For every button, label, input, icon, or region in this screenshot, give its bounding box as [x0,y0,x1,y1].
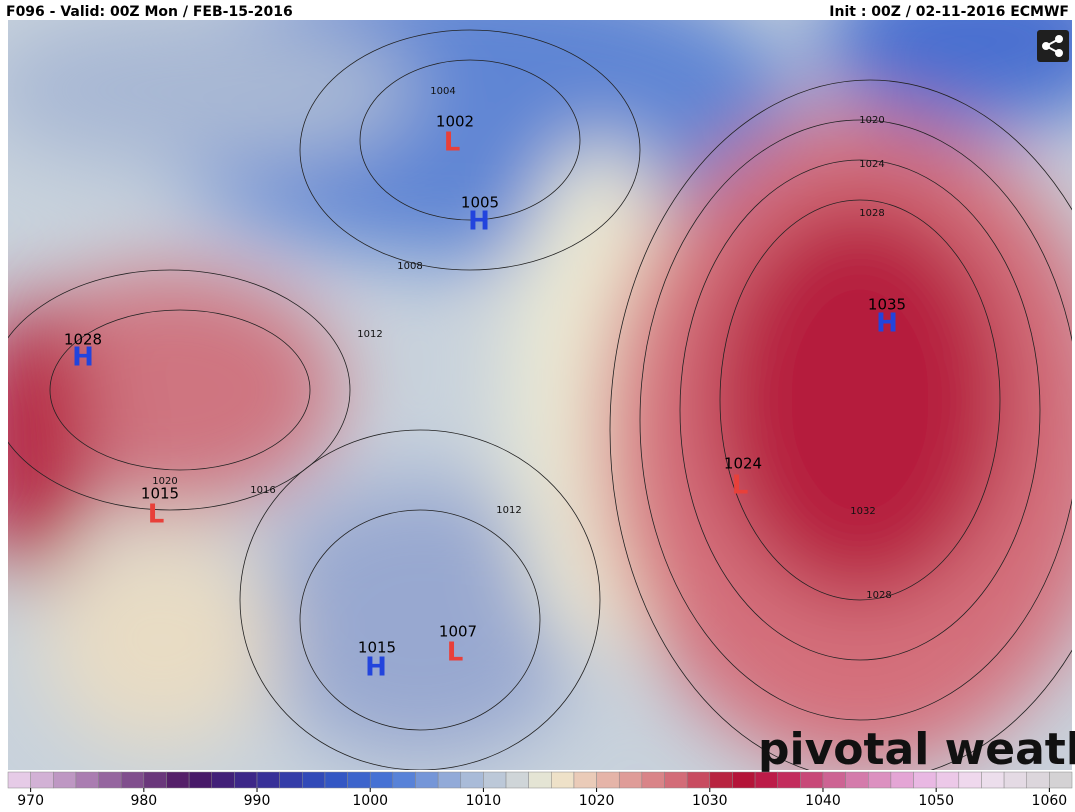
header-left: F096 - Valid: 00Z Mon / FEB-15-2016 [6,4,293,20]
isobar-label: 1016 [250,485,275,496]
colorbar-segment [686,771,711,789]
colorbar-label: 1010 [466,793,502,809]
share-icon [1042,35,1063,57]
colorbar-segment [188,771,212,789]
colorbar-segment [437,771,462,789]
colorbar-segment [845,771,869,789]
isobar-label: 1024 [859,159,884,170]
colorbar-segment [53,771,77,789]
colorbar-segment [392,771,416,789]
colorbar-segment [211,771,235,789]
colorbar-segment [551,771,575,789]
isobar-label: 1032 [850,506,875,517]
pressure-center: L [732,471,749,501]
colorbar-segment [641,771,665,789]
colorbar-segment [98,771,122,789]
pressure-value: 1035 [868,296,906,314]
pressure-value: 1005 [461,194,499,212]
isobar-label: 1020 [152,476,177,487]
colorbar-segment [913,771,937,789]
colorbar-label: 1000 [352,793,388,809]
colorbar-segment [30,771,54,789]
colorbar-segment [347,771,371,789]
colorbar-segment [732,771,756,789]
colorbar-segment [958,771,982,789]
isobar-label: 1012 [496,505,521,516]
colorbar-label: 1020 [579,793,615,809]
colorbar-segment [1049,771,1073,789]
colorbar: 970 980 990 1000 1010 1020 1030 1040 1050 1060 [7,771,1073,809]
colorbar-segment [75,771,99,789]
colorbar-segment [415,771,439,789]
isobar-label: 1028 [859,208,884,219]
pressure-center: H [876,309,898,339]
colorbar-segment [234,771,258,789]
colorbar-segment [483,771,507,789]
colorbar-segment [981,771,1005,789]
pressure-value: 1007 [439,623,477,641]
isobar-label: 1008 [397,261,422,272]
colorbar-segment [664,771,688,789]
pressure-value: 1015 [358,639,396,657]
pressure-value: 1015 [141,485,179,503]
colorbar-segment [868,771,892,789]
pressure-center: H [72,343,94,373]
pressure-center: L [148,500,165,530]
colorbar-segment [143,771,167,789]
pressure-center: L [444,128,461,158]
pressure-value: 1024 [724,455,762,473]
isobar-label: 1028 [866,590,891,601]
map [8,20,1072,770]
colorbar-label: 1060 [1032,793,1068,809]
header-right: Init : 00Z / 02-11-2016 ECMWF [829,4,1069,20]
watermark: pivotal weather [758,724,1075,775]
colorbar-segment [120,771,145,789]
share-button[interactable] [1037,30,1069,62]
colorbar-segment [324,771,348,789]
colorbar-segment [166,771,190,789]
pressure-center: L [447,638,464,668]
colorbar-segment [505,771,529,789]
colorbar-segment [573,771,597,789]
colorbar-segment [596,771,620,789]
isobar-label: 1020 [859,115,884,126]
colorbar-segment [1003,771,1027,789]
colorbar-segment [256,771,280,789]
colorbar-segment [890,771,914,789]
colorbar-label: 970 [17,793,44,809]
pressure-center: H [468,207,490,237]
colorbar-label: 1040 [805,793,841,809]
colorbar-label: 1050 [918,793,954,809]
colorbar-segment [528,771,552,789]
colorbar-segment [777,771,801,789]
colorbar-segment [1026,771,1050,789]
colorbar-segment [7,771,31,789]
isobar-label: 1004 [430,86,455,97]
colorbar-segment [460,771,484,789]
colorbar-segment [369,771,394,789]
isobar-label: 1012 [357,329,382,340]
colorbar-segment [935,771,960,789]
colorbar-segment [754,771,778,789]
colorbar-segment [800,771,824,789]
pressure-value: 1002 [436,113,474,131]
colorbar-segment [279,771,303,789]
colorbar-label: 980 [130,793,157,809]
colorbar-segment [302,771,326,789]
colorbar-segment [822,771,846,789]
colorbar-segment [618,771,643,789]
colorbar-segment [709,771,733,789]
colorbar-label: 990 [244,793,271,809]
colorbar-label: 1030 [692,793,728,809]
pressure-center: H [365,653,387,683]
pressure-value: 1028 [64,331,102,349]
